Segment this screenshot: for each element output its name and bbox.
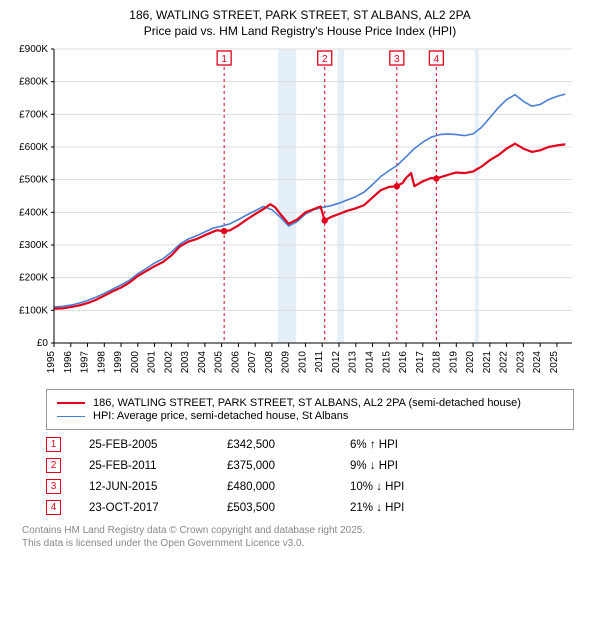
tx-date: 23-OCT-2017 xyxy=(89,502,199,514)
svg-text:2016: 2016 xyxy=(398,351,409,374)
legend-row: 186, WATLING STREET, PARK STREET, ST ALB… xyxy=(57,397,563,409)
legend-row: HPI: Average price, semi-detached house,… xyxy=(57,410,563,422)
tx-price: £503,500 xyxy=(227,502,322,514)
svg-text:£100K: £100K xyxy=(19,306,48,317)
svg-text:£900K: £900K xyxy=(19,44,48,55)
svg-text:2019: 2019 xyxy=(448,351,459,374)
svg-text:2003: 2003 xyxy=(180,351,191,374)
svg-text:2017: 2017 xyxy=(415,351,426,374)
transaction-row: 2 25-FEB-2011 £375,000 9% HPI xyxy=(46,455,574,476)
svg-text:2023: 2023 xyxy=(515,351,526,374)
legend: 186, WATLING STREET, PARK STREET, ST ALB… xyxy=(46,389,574,430)
svg-text:£700K: £700K xyxy=(19,110,48,121)
svg-text:2013: 2013 xyxy=(348,351,359,374)
transaction-table: 1 25-FEB-2005 £342,500 6% HPI 2 25-FEB-2011 £3… xyxy=(46,434,574,518)
svg-text:£200K: £200K xyxy=(19,273,48,284)
legend-swatch xyxy=(57,416,85,417)
svg-text:2018: 2018 xyxy=(432,351,443,374)
svg-text:2: 2 xyxy=(322,54,328,65)
svg-text:2001: 2001 xyxy=(147,351,158,374)
svg-text:2015: 2015 xyxy=(381,351,392,374)
tx-marker: 1 xyxy=(46,437,61,452)
svg-text:£500K: £500K xyxy=(19,175,48,186)
svg-text:£800K: £800K xyxy=(19,77,48,88)
tx-pct-vs-hpi: 10% HPI xyxy=(350,481,460,493)
svg-text:2004: 2004 xyxy=(197,351,208,374)
svg-text:1996: 1996 xyxy=(63,351,74,374)
svg-text:3: 3 xyxy=(394,54,400,65)
chart-title: 186, WATLING STREET, PARK STREET, ST ALB… xyxy=(8,8,592,39)
tx-pct-vs-hpi: 21% HPI xyxy=(350,502,460,514)
svg-text:2009: 2009 xyxy=(281,351,292,374)
title-line2: Price paid vs. HM Land Registry's House … xyxy=(8,24,592,40)
svg-text:2021: 2021 xyxy=(482,351,493,374)
svg-text:2010: 2010 xyxy=(297,351,308,374)
svg-text:4: 4 xyxy=(434,54,440,65)
svg-text:£600K: £600K xyxy=(19,142,48,153)
tx-price: £375,000 xyxy=(227,460,322,472)
svg-text:2007: 2007 xyxy=(247,351,258,374)
svg-text:1998: 1998 xyxy=(96,351,107,374)
price-chart: £0 £100K £200K £300K £400K £500K £600K £700K £80… xyxy=(8,43,592,383)
tx-pct-vs-hpi: 6% HPI xyxy=(350,439,460,451)
transaction-row: 4 23-OCT-2017 £503,500 21% HPI xyxy=(46,497,574,518)
svg-text:1: 1 xyxy=(221,54,227,65)
svg-text:£0: £0 xyxy=(37,338,49,349)
footer-line1: Contains HM Land Registry data © Crown c… xyxy=(22,524,574,537)
svg-text:2008: 2008 xyxy=(264,351,275,374)
legend-swatch xyxy=(57,402,85,404)
title-line1: 186, WATLING STREET, PARK STREET, ST ALB… xyxy=(8,8,592,24)
svg-text:1999: 1999 xyxy=(113,351,124,374)
tx-pct-vs-hpi: 9% HPI xyxy=(350,460,460,472)
chart-svg: £0 £100K £200K £300K £400K £500K £600K £700K £80… xyxy=(8,43,578,383)
legend-label: 186, WATLING STREET, PARK STREET, ST ALB… xyxy=(93,397,521,409)
tx-price: £480,000 xyxy=(227,481,322,493)
svg-text:2014: 2014 xyxy=(365,351,376,374)
svg-text:2011: 2011 xyxy=(314,351,325,373)
svg-text:2005: 2005 xyxy=(214,351,225,374)
tx-marker: 3 xyxy=(46,479,61,494)
legend-label: HPI: Average price, semi-detached house,… xyxy=(93,410,348,422)
svg-text:£300K: £300K xyxy=(19,240,48,251)
footer-line2: This data is licensed under the Open Gov… xyxy=(22,537,574,550)
svg-text:2025: 2025 xyxy=(549,351,560,374)
tx-date: 12-JUN-2015 xyxy=(89,481,199,493)
svg-text:2000: 2000 xyxy=(130,351,141,374)
tx-price: £342,500 xyxy=(227,439,322,451)
svg-text:2024: 2024 xyxy=(532,351,543,374)
transaction-row: 1 25-FEB-2005 £342,500 6% HPI xyxy=(46,434,574,455)
svg-text:2006: 2006 xyxy=(230,351,241,374)
svg-text:1997: 1997 xyxy=(80,351,91,374)
svg-text:2002: 2002 xyxy=(163,351,174,374)
tx-marker: 2 xyxy=(46,458,61,473)
tx-date: 25-FEB-2011 xyxy=(89,460,199,472)
attribution-footer: Contains HM Land Registry data © Crown c… xyxy=(22,524,574,550)
transaction-row: 3 12-JUN-2015 £480,000 10% HPI xyxy=(46,476,574,497)
svg-text:£400K: £400K xyxy=(19,208,48,219)
svg-text:2022: 2022 xyxy=(499,351,510,374)
svg-text:2012: 2012 xyxy=(331,351,342,374)
svg-text:1995: 1995 xyxy=(46,351,57,374)
tx-date: 25-FEB-2005 xyxy=(89,439,199,451)
tx-marker: 4 xyxy=(46,500,61,515)
svg-text:2020: 2020 xyxy=(465,351,476,374)
